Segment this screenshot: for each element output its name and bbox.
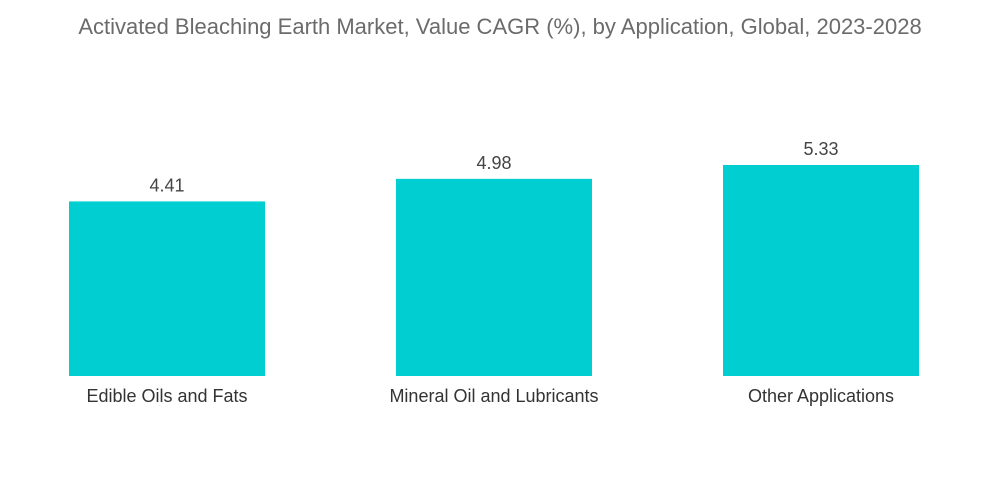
bars-layer	[69, 165, 919, 376]
category-label-0: Edible Oils and Fats	[86, 386, 247, 406]
category-labels-layer: Edible Oils and Fats Mineral Oil and Lubr…	[86, 386, 894, 406]
value-label-0: 4.41	[149, 175, 184, 195]
category-label-2: Other Applications	[748, 386, 894, 406]
bar-0	[69, 201, 265, 376]
category-label-1: Mineral Oil and Lubricants	[389, 386, 598, 406]
bar-2	[723, 165, 919, 376]
value-label-2: 5.33	[803, 139, 838, 159]
bar-1	[396, 178, 592, 376]
value-label-1: 4.98	[476, 153, 511, 173]
chart-title: Activated Bleaching Earth Market, Value …	[78, 14, 922, 39]
value-labels-layer: 4.41 4.98 5.33	[149, 139, 838, 195]
